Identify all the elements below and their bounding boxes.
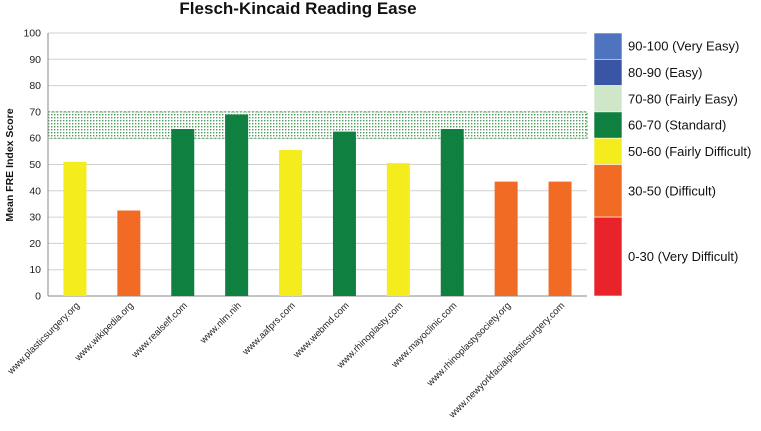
bar [171, 128, 195, 296]
x-tick-label: www.realself.com [129, 300, 190, 361]
y-axis-label: Mean FRE Index Score [4, 108, 16, 221]
bar [117, 210, 141, 296]
category-labels: www.plasticsurgery.orgwww.wikipedia.orgw… [5, 300, 567, 421]
x-tick-label: www.webmd.com [291, 300, 352, 361]
bar [332, 131, 356, 296]
y-tick-label: 60 [29, 133, 41, 145]
legend-swatch [593, 111, 623, 139]
legend-swatch [593, 85, 623, 113]
legend-label: 60-70 (Standard) [628, 118, 726, 133]
legend-label: 80-90 (Easy) [628, 65, 702, 80]
y-tick-label: 0 [35, 291, 41, 303]
x-tick-label: www.aafprs.com [240, 300, 298, 358]
legend-label: 30-50 (Difficult) [628, 183, 716, 198]
bar [494, 181, 518, 296]
x-tick-label: www.wikipedia.org [72, 300, 136, 364]
y-tick-label: 80 [29, 80, 41, 92]
legend-swatch [593, 137, 623, 165]
legend-swatch [593, 58, 623, 86]
y-tick-label: 20 [29, 238, 41, 250]
bars [63, 114, 572, 296]
bar [63, 161, 87, 296]
legend-label: 50-60 (Fairly Difficult) [628, 144, 751, 159]
y-tick-label: 100 [23, 28, 41, 40]
chart-title: Flesch-Kincaid Reading Ease [179, 0, 416, 18]
bar [225, 114, 249, 296]
reference-band [47, 111, 588, 139]
legend-label: 70-80 (Fairly Easy) [628, 91, 738, 106]
legend-label: 90-100 (Very Easy) [628, 39, 739, 54]
y-tick-label: 70 [29, 106, 41, 118]
legend-swatch [593, 164, 623, 218]
legend: 90-100 (Very Easy) 80-90 (Easy) 70-80 (Fai… [593, 32, 751, 297]
axes: 0 10 20 30 40 50 60 70 80 90 100 [23, 28, 587, 303]
y-tick-label: 10 [29, 264, 41, 276]
reference-band-layer [47, 111, 588, 139]
x-tick-label: www.newyorkfacialplasticsurgery.com [446, 300, 567, 421]
y-tick-label: 30 [29, 212, 41, 224]
legend-label: 0-30 (Very Difficult) [628, 249, 738, 264]
y-tick-label: 40 [29, 185, 41, 197]
x-tick-label: www.nlm.nih [198, 300, 244, 346]
y-tick-label: 50 [29, 159, 41, 171]
bar [386, 163, 410, 296]
legend-swatch [593, 32, 623, 60]
bar [440, 128, 464, 296]
bar [548, 181, 572, 296]
x-tick-label: www.plasticsurgery.org [5, 300, 82, 377]
y-tick-label: 90 [29, 54, 41, 66]
legend-swatch [593, 216, 623, 297]
bar [279, 150, 303, 296]
